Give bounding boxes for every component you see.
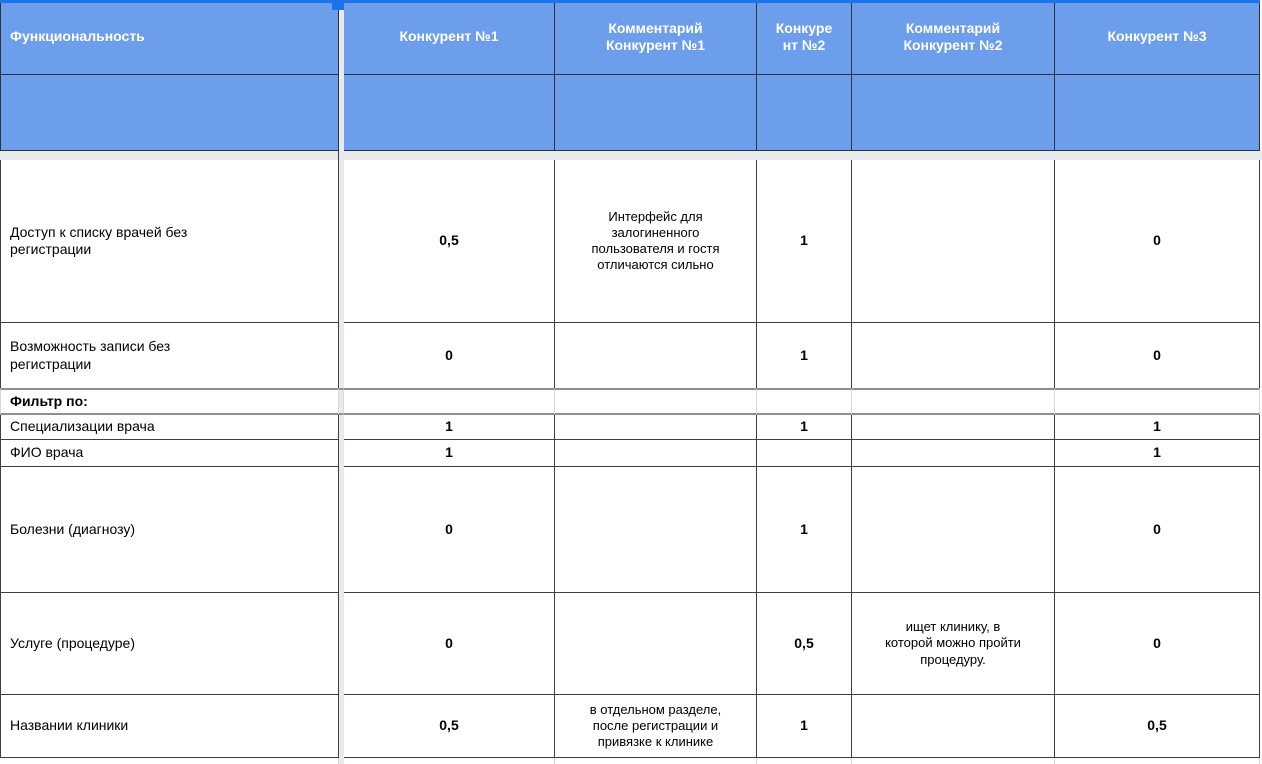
freeze-column-gap	[339, 440, 344, 467]
feature-label[interactable]: Названии клиники	[0, 695, 339, 758]
header-row: Функциональность Конкурент №1 Комментари…	[0, 0, 1262, 75]
header-empty-row	[0, 75, 1262, 151]
comment-cell[interactable]	[852, 695, 1055, 758]
comment-cell[interactable]	[555, 593, 757, 695]
feature-label[interactable]: Доступ к списку врачей без регистрации	[0, 160, 339, 323]
score-cell[interactable]: 0	[1055, 323, 1260, 388]
comment-cell[interactable]	[555, 440, 757, 467]
comment-cell[interactable]: в отдельном разделе, после регистрации и…	[555, 695, 757, 758]
partial-next-row	[0, 758, 1262, 764]
score-cell[interactable]: 1	[344, 415, 555, 440]
score-cell[interactable]: 1	[757, 695, 852, 758]
freeze-column-gap	[339, 75, 344, 151]
comment-cell[interactable]	[852, 388, 1055, 415]
score-cell[interactable]: 0,5	[1055, 695, 1260, 758]
score-cell[interactable]: 0,5	[757, 593, 852, 695]
section-row: Фильтр по:	[0, 388, 1262, 415]
feature-label[interactable]: Специализации врача	[0, 415, 339, 440]
score-cell[interactable]: 1	[344, 440, 555, 467]
score-cell[interactable]: 0	[344, 593, 555, 695]
table-row: Специализации врача 1 1 1	[0, 415, 1262, 440]
section-label[interactable]: Фильтр по:	[0, 388, 339, 415]
score-cell[interactable]: 1	[1055, 415, 1260, 440]
header-competitor-3[interactable]: Конкурент №3	[1055, 0, 1260, 75]
score-cell[interactable]: 0	[1055, 467, 1260, 593]
freeze-row-divider	[0, 151, 1262, 160]
header-functionality[interactable]: Функциональность	[0, 0, 339, 75]
score-cell[interactable]: 1	[757, 160, 852, 323]
selection-accent-line	[0, 0, 1260, 3]
score-cell[interactable]: 0,5	[344, 695, 555, 758]
feature-label[interactable]: ФИО врача	[0, 440, 339, 467]
table-row: Услуге (процедуре) 0 0,5 ищет клинику, в…	[0, 593, 1262, 695]
comment-cell[interactable]	[555, 467, 757, 593]
score-cell[interactable]	[1055, 388, 1260, 415]
score-cell[interactable]: 0	[1055, 160, 1260, 323]
freeze-column-gap	[339, 467, 344, 593]
feature-label[interactable]: Услуге (процедуре)	[0, 593, 339, 695]
comment-cell[interactable]	[555, 323, 757, 388]
freeze-column-gap	[339, 593, 344, 695]
table-row: Болезни (диагнозу) 0 1 0	[0, 467, 1262, 593]
score-cell[interactable]: 0	[1055, 593, 1260, 695]
table-row: Возможность записи без регистрации 0 1 0	[0, 323, 1262, 388]
score-cell[interactable]: 0	[344, 467, 555, 593]
header-competitor-1[interactable]: Конкурент №1	[344, 0, 555, 75]
comment-cell[interactable]	[555, 388, 757, 415]
table-row: Доступ к списку врачей без регистрации 0…	[0, 160, 1262, 323]
score-cell[interactable]	[757, 388, 852, 415]
header-empty-cell[interactable]	[344, 75, 555, 151]
score-cell[interactable]	[344, 388, 555, 415]
comment-cell[interactable]	[852, 440, 1055, 467]
header-comment-competitor-2[interactable]: Комментарий Конкурент №2	[852, 0, 1055, 75]
freeze-column-gap	[339, 415, 344, 440]
comment-cell[interactable]	[555, 415, 757, 440]
table-row: ФИО врача 1 1	[0, 440, 1262, 467]
comment-cell[interactable]	[852, 415, 1055, 440]
score-cell[interactable]: 1	[757, 323, 852, 388]
score-cell[interactable]: 1	[757, 415, 852, 440]
header-competitor-2[interactable]: Конкуре нт №2	[757, 0, 852, 75]
header-empty-cell[interactable]	[757, 75, 852, 151]
score-cell[interactable]: 0	[344, 323, 555, 388]
header-empty-cell[interactable]	[555, 75, 757, 151]
score-cell[interactable]: 1	[1055, 440, 1260, 467]
score-cell[interactable]	[757, 440, 852, 467]
header-empty-cell[interactable]	[1055, 75, 1260, 151]
table-row: Названии клиники 0,5 в отдельном разделе…	[0, 695, 1262, 758]
header-empty-cell[interactable]	[0, 75, 339, 151]
freeze-column-gap	[339, 388, 344, 415]
score-cell[interactable]: 0,5	[344, 160, 555, 323]
score-cell[interactable]: 1	[757, 467, 852, 593]
freeze-handle[interactable]	[332, 0, 344, 10]
header-comment-competitor-1[interactable]: Комментарий Конкурент №1	[555, 0, 757, 75]
freeze-column-gap	[339, 695, 344, 758]
freeze-column-gap	[339, 160, 344, 323]
comment-cell[interactable]: ищет клинику, в которой можно пройти про…	[852, 593, 1055, 695]
comment-cell[interactable]	[852, 323, 1055, 388]
header-empty-cell[interactable]	[852, 75, 1055, 151]
comment-cell[interactable]	[852, 467, 1055, 593]
freeze-column-gap	[339, 0, 344, 75]
feature-label[interactable]: Возможность записи без регистрации	[0, 323, 339, 388]
feature-label[interactable]: Болезни (диагнозу)	[0, 467, 339, 593]
freeze-column-gap	[339, 323, 344, 388]
comment-cell[interactable]: Интерфейс для залогиненного пользователя…	[555, 160, 757, 323]
comment-cell[interactable]	[852, 160, 1055, 323]
